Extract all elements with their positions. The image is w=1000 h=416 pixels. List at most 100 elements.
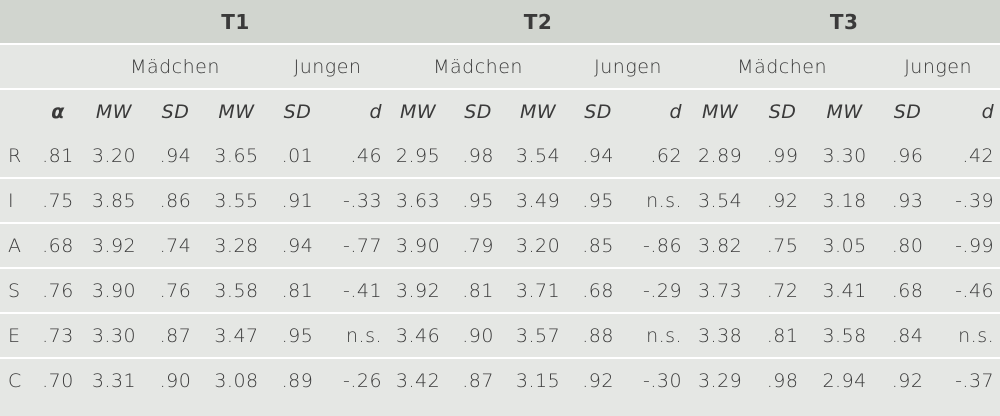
table-cell: 3.90 — [83, 269, 145, 314]
stat-header: MW — [399, 101, 437, 123]
timepoint-t1: T1 — [83, 0, 389, 45]
group-label-jungen-t1: Jungen — [267, 45, 389, 90]
table-cell: .46 — [328, 134, 389, 179]
table-cell: 3.38 — [688, 314, 753, 359]
table-cell: 3.54 — [688, 179, 753, 224]
table-cell: .85 — [568, 224, 629, 269]
table-cell: -.39 — [939, 179, 1000, 224]
stat-header: d — [369, 101, 383, 123]
table-cell: .79 — [448, 224, 509, 269]
stat-header: SD — [584, 101, 612, 123]
stat-header: MW — [702, 101, 739, 123]
table-cell: n.s. — [628, 179, 689, 224]
stat-header: d — [981, 101, 995, 123]
table-cell: .95 — [568, 179, 629, 224]
sub-spacer — [0, 90, 33, 134]
table-cell: .91 — [267, 179, 328, 224]
stat-header: SD — [768, 101, 797, 123]
table-cell: .92 — [582, 369, 614, 392]
table-cell: .87 — [462, 369, 494, 392]
table-row: R .81 3.20.94 3.65.01.46 2.95.98 3.54.94.62 2.… — [0, 134, 1000, 179]
table-cell: n.s. — [628, 314, 689, 359]
alpha-cell: .76 — [33, 269, 83, 314]
table-cell: .92 — [891, 369, 924, 392]
stat-header: MW — [218, 101, 255, 123]
table-cell: .76 — [145, 269, 206, 314]
table-cell: 3.29 — [697, 369, 743, 392]
table-cell: -.99 — [939, 224, 1000, 269]
alpha-cell: .73 — [33, 314, 83, 359]
row-label: I — [0, 179, 33, 224]
row-label: A — [0, 224, 33, 269]
table-cell: 2.95 — [388, 134, 449, 179]
table-cell: 3.41 — [813, 269, 877, 314]
stat-header-row: α MW SD MW SD d MW SD MW SD d MW SD MW S… — [0, 90, 1000, 134]
table-cell: -.29 — [628, 269, 689, 314]
table-cell: .81 — [448, 269, 509, 314]
table-cell: 3.85 — [83, 179, 145, 224]
table-cell: .90 — [448, 314, 509, 359]
table-cell: 3.58 — [206, 269, 267, 314]
group-spacer — [0, 45, 83, 90]
table-cell: n.s. — [328, 314, 389, 359]
stat-header: SD — [464, 101, 492, 123]
table-cell: -.30 — [643, 369, 683, 392]
table-cell: 3.73 — [688, 269, 753, 314]
row-label: S — [0, 269, 33, 314]
stat-header: MW — [826, 101, 863, 123]
table-cell: 3.46 — [388, 314, 449, 359]
table-cell: 3.55 — [206, 179, 267, 224]
table-cell: .72 — [752, 269, 814, 314]
stat-header: MW — [95, 101, 133, 123]
row-label: E — [0, 314, 33, 359]
table-cell: 3.92 — [388, 269, 449, 314]
group-label-maedchen-t2: Mädchen — [388, 45, 569, 90]
table-cell: 3.65 — [206, 134, 267, 179]
table-cell: -.37 — [955, 369, 995, 392]
table-cell: .81 — [267, 269, 328, 314]
table-cell: 3.20 — [83, 134, 145, 179]
table-row: S .76 3.90.76 3.58.81 -.41 3.92.81 3.71.68 -.29… — [0, 269, 1000, 314]
table-row: I .75 3.85.86 3.55.91 -.33 3.63.95 3.49.95 n.s.… — [0, 179, 1000, 224]
table-cell: .89 — [281, 369, 314, 392]
table-cell: .95 — [448, 179, 509, 224]
header-spacer — [0, 0, 83, 45]
stat-header: SD — [161, 101, 190, 123]
group-header-row: Mädchen Jungen Mädchen Jungen Mädchen Ju… — [0, 45, 1000, 90]
table-cell: 3.92 — [83, 224, 145, 269]
table-cell: .92 — [752, 179, 814, 224]
table-cell: .01 — [267, 134, 328, 179]
table-cell: 3.42 — [395, 369, 441, 392]
table-row: C .70 3.31 .90 3.08 .89 -.26 3.42 .87 3.15 .92 -.30… — [0, 359, 1000, 402]
table-cell: 3.18 — [813, 179, 877, 224]
table-cell: .98 — [448, 134, 509, 179]
table-cell: .88 — [568, 314, 629, 359]
timepoint-header-row: T1 T2 T3 — [0, 0, 1000, 45]
alpha-cell: .68 — [33, 224, 83, 269]
table-cell: .74 — [145, 224, 206, 269]
table-cell: 2.89 — [688, 134, 753, 179]
stat-header: d — [669, 101, 683, 123]
table-cell: 3.54 — [508, 134, 569, 179]
table-cell: 3.63 — [388, 179, 449, 224]
statistics-table: T1 T2 T3 Mädchen Jungen Mädchen Jungen M… — [0, 0, 1000, 402]
table-cell: 3.47 — [206, 314, 267, 359]
table-cell: .81 — [752, 314, 814, 359]
timepoint-t2: T2 — [388, 0, 689, 45]
stat-header: SD — [893, 101, 922, 123]
table-cell: n.s. — [939, 314, 1000, 359]
table-cell: 2.94 — [822, 369, 867, 392]
table-cell: .99 — [752, 134, 814, 179]
row-label: C — [8, 369, 22, 392]
table-cell: 3.30 — [83, 314, 145, 359]
timepoint-t3: T3 — [688, 0, 1000, 45]
table-cell: .68 — [876, 269, 940, 314]
alpha-header: α — [51, 101, 65, 123]
table-cell: -.46 — [939, 269, 1000, 314]
table-cell: 3.49 — [508, 179, 569, 224]
table-row: E .73 3.30.87 3.47.95 n.s. 3.46.90 3.57.88 n.s.… — [0, 314, 1000, 359]
group-label-maedchen-t1: Mädchen — [83, 45, 267, 90]
stat-header: MW — [519, 101, 557, 123]
table-cell: .80 — [876, 224, 940, 269]
table-cell: 3.08 — [214, 369, 259, 392]
